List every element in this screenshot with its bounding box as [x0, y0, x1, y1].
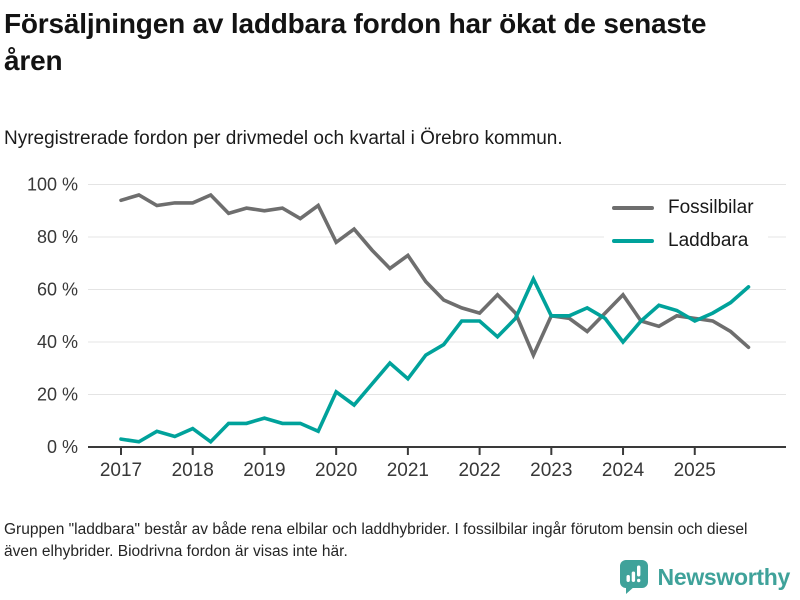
logo-exclamation-dot — [636, 578, 640, 583]
svg-text:40 %: 40 % — [37, 332, 78, 352]
svg-text:0 %: 0 % — [47, 437, 78, 457]
svg-text:2025: 2025 — [674, 460, 716, 480]
svg-text:2024: 2024 — [602, 460, 645, 480]
chart-footnote: Gruppen "laddbara" består av både rena e… — [4, 521, 748, 560]
chart-subtitle: Nyregistrerade fordon per drivmedel och … — [4, 128, 563, 149]
svg-text:2021: 2021 — [387, 460, 429, 480]
logo-exclamation-bar — [636, 565, 640, 577]
legend-label: Fossilbilar — [668, 197, 754, 218]
legend-item-laddbara: Laddbara — [612, 230, 754, 252]
svg-text:80 %: 80 % — [37, 227, 78, 247]
brand-name: Newsworthy — [657, 563, 791, 590]
page-title: Försäljningen av laddbara fordon har öka… — [4, 8, 707, 76]
svg-text:2020: 2020 — [315, 460, 357, 480]
newsworthy-logo-icon — [619, 560, 648, 594]
logo-bubble-tail — [625, 586, 635, 594]
svg-text:2022: 2022 — [458, 460, 500, 480]
svg-text:20 %: 20 % — [37, 385, 78, 405]
svg-text:2023: 2023 — [530, 460, 572, 480]
logo-bar-medium — [631, 571, 635, 582]
legend-label: Laddbara — [668, 230, 749, 251]
svg-text:2019: 2019 — [243, 460, 285, 480]
chart-svg: 0 % 20 % 40 % 60 % 80 % 100 % 2017 2018 2019 2020… — [27, 175, 786, 480]
fossilbilar-line-swatch — [612, 206, 654, 210]
svg-text:2018: 2018 — [172, 460, 214, 480]
laddbara-line-swatch — [612, 239, 654, 243]
svg-text:100 %: 100 % — [27, 175, 78, 195]
newsworthy-logo: Newsworthy — [619, 559, 790, 595]
svg-text:60 %: 60 % — [37, 280, 78, 300]
legend-item-fossilbilar: Fossilbilar — [612, 197, 754, 219]
svg-text:2017: 2017 — [100, 460, 142, 480]
chart-legend: Fossilbilar Laddbara — [604, 190, 768, 261]
logo-bar-small — [626, 575, 630, 582]
line-chart: 0 % 20 % 40 % 60 % 80 % 100 % 2017 2018 2019 2020… — [0, 170, 800, 480]
